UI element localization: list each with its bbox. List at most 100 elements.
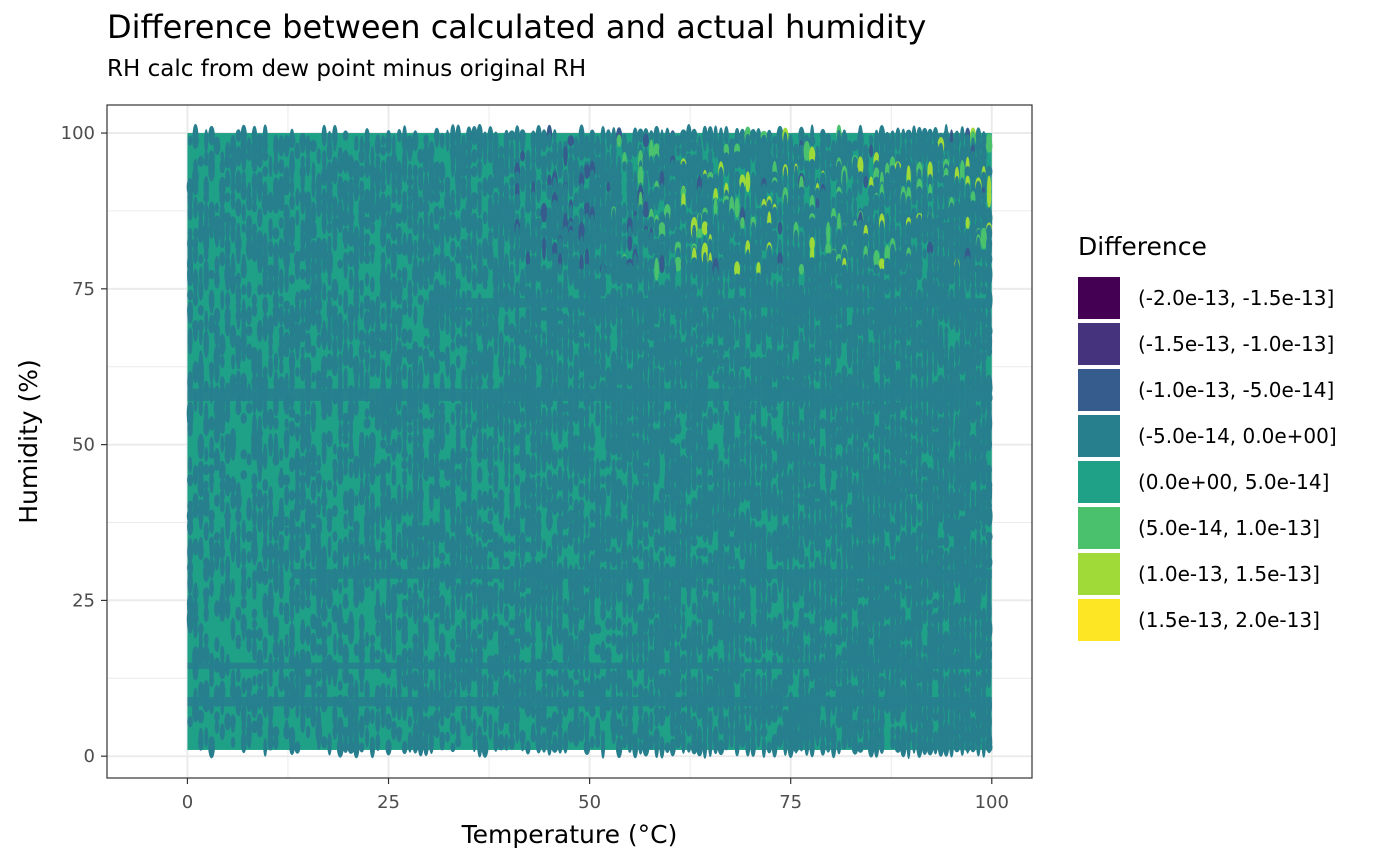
heatmap-contour-cell — [407, 423, 413, 434]
heatmap-contour-cell — [685, 418, 693, 429]
heatmap-contour-cell — [798, 126, 805, 145]
heatmap-contour-cell — [375, 295, 381, 315]
chart-title: Difference between calculated and actual… — [107, 8, 927, 46]
heatmap-contour-cell — [455, 333, 461, 349]
heatmap-contour-cell — [208, 416, 215, 431]
heatmap-contour-cell — [219, 238, 225, 249]
heatmap-contour-cell — [433, 229, 441, 248]
heatmap-contour-cell — [413, 239, 418, 258]
heatmap-contour-cell — [632, 408, 638, 418]
heatmap-contour-cell — [482, 211, 488, 225]
heatmap-contour-cell — [257, 154, 263, 168]
heatmap-contour-cell — [337, 259, 344, 269]
heatmap-contour-cell — [385, 238, 392, 260]
heatmap-contour-cell — [884, 364, 890, 380]
heatmap-contour-cell — [359, 301, 364, 320]
heatmap-contour-cell — [771, 361, 778, 383]
heatmap-contour-cell — [578, 351, 585, 373]
heatmap-contour-cell — [981, 329, 987, 343]
heatmap-contour-cell — [418, 172, 424, 191]
heatmap-contour-cell — [397, 322, 402, 339]
heatmap-contour-cell — [466, 330, 472, 353]
heatmap-contour-cell — [546, 339, 553, 354]
heatmap-contour-cell — [674, 422, 682, 435]
heatmap-contour-cell — [230, 223, 236, 243]
heatmap-contour-cell — [600, 126, 606, 146]
heatmap-contour-cell — [466, 411, 472, 426]
heatmap-contour-cell — [729, 217, 735, 239]
heatmap-contour-cell — [213, 307, 221, 324]
heatmap-contour-cell — [439, 161, 446, 182]
heatmap-contour-cell — [803, 356, 811, 378]
heatmap-contour-cell — [557, 423, 563, 445]
heatmap-contour-cell — [204, 310, 209, 332]
heatmap-contour-cell — [391, 191, 397, 204]
heatmap-contour-cell — [572, 143, 580, 159]
heatmap-contour-cell — [208, 161, 215, 182]
heatmap-contour-cell — [766, 138, 773, 154]
heatmap-contour-cell — [546, 133, 552, 149]
heatmap-contour-cell — [778, 262, 782, 277]
heatmap-contour-cell — [755, 449, 762, 469]
heatmap-contour-cell — [712, 372, 719, 383]
heatmap-contour-cell — [526, 335, 530, 358]
heatmap-contour-cell — [508, 405, 516, 422]
heatmap-contour-cell — [434, 133, 440, 148]
heatmap-contour-cell — [428, 140, 435, 162]
heatmap-contour-cell — [364, 330, 370, 352]
heatmap-contour-cell — [321, 332, 327, 351]
heatmap-contour-cell — [422, 159, 430, 174]
heatmap-contour-cell — [578, 318, 585, 334]
heatmap-contour-cell — [772, 236, 778, 251]
heatmap-contour-cell — [337, 404, 343, 423]
heatmap-contour-cell — [836, 315, 842, 326]
heatmap-contour-cell — [391, 417, 397, 430]
heatmap-contour-cell — [326, 430, 333, 448]
heatmap-contour-cell — [482, 305, 488, 326]
heatmap-contour-cell — [380, 439, 387, 449]
heatmap-contour-cell — [482, 366, 488, 379]
heatmap-contour-cell — [197, 155, 204, 167]
heatmap-contour-cell — [680, 133, 686, 149]
heatmap-contour-cell — [300, 346, 305, 357]
heatmap-contour-cell — [729, 354, 734, 370]
heatmap-contour-cell — [799, 161, 804, 172]
heatmap-contour-cell — [456, 193, 461, 211]
heatmap-contour-cell — [245, 325, 253, 337]
heatmap-contour-cell — [311, 372, 316, 383]
heatmap-contour-cell — [825, 344, 831, 359]
heatmap-contour-cell — [862, 424, 869, 443]
heatmap-contour-cell — [911, 188, 917, 206]
heatmap-contour-cell — [428, 314, 435, 337]
heatmap-contour-cell — [288, 420, 296, 437]
heatmap-contour-cell — [456, 355, 461, 369]
heatmap-contour-cell — [327, 272, 332, 287]
heatmap-contour-cell — [841, 448, 847, 471]
heatmap-contour-cell — [755, 420, 762, 437]
heatmap-contour-cell — [563, 448, 568, 471]
heatmap-contour-cell — [364, 272, 370, 287]
heatmap-contour-cell — [949, 427, 954, 451]
heatmap-contour-cell — [504, 224, 509, 243]
heatmap-contour-cell — [493, 429, 498, 449]
heatmap-contour-cell — [509, 341, 514, 362]
heatmap-contour-cell — [595, 350, 600, 363]
heatmap-contour-cell — [702, 330, 707, 342]
heatmap-contour-cell — [803, 141, 811, 162]
heatmap-contour-cell — [649, 130, 654, 142]
heatmap-contour-cell — [685, 232, 692, 245]
heatmap-contour-cell — [224, 315, 231, 337]
heatmap-contour-cell — [450, 321, 456, 341]
heatmap-contour-cell — [749, 129, 757, 143]
heatmap-contour-cell — [187, 456, 193, 473]
heatmap-contour-cell — [642, 445, 650, 464]
heatmap-contour-cell — [520, 150, 526, 162]
heatmap-contour-cell — [884, 284, 890, 296]
heatmap-contour-cell — [723, 125, 729, 146]
heatmap-contour-cell — [922, 248, 928, 260]
heatmap-contour-cell — [669, 428, 676, 440]
heatmap-contour-cell — [327, 212, 332, 223]
heatmap-contour-cell — [476, 445, 483, 464]
heatmap-contour-cell — [460, 217, 467, 229]
heatmap-contour-cell — [213, 136, 221, 156]
